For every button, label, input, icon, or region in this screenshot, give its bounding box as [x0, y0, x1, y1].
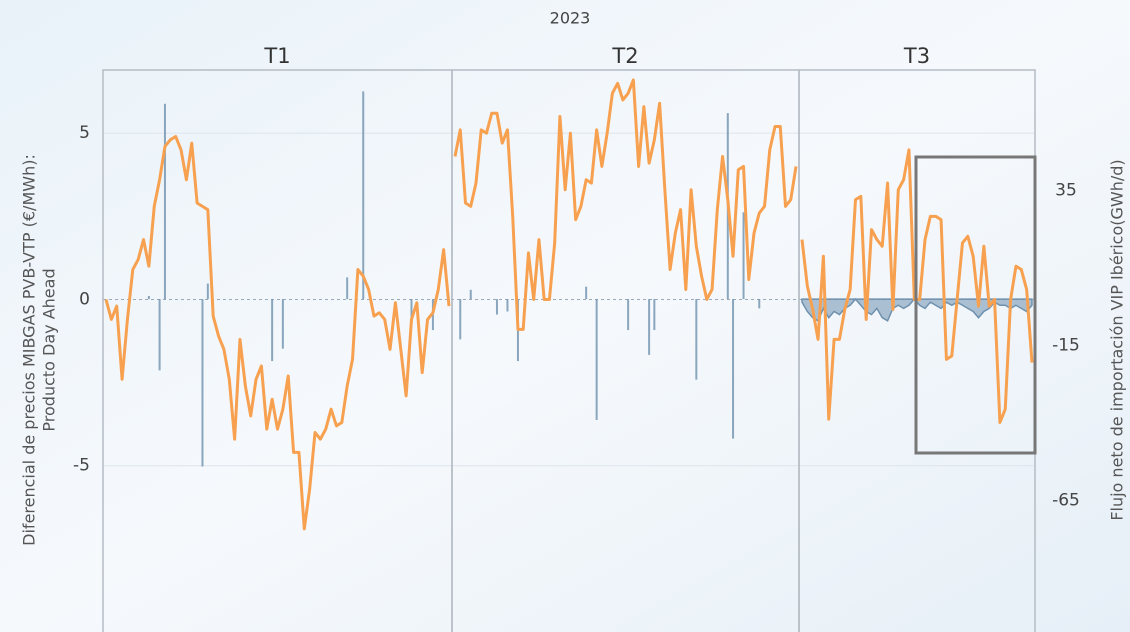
- panel-label: T3: [903, 44, 930, 68]
- flow-bar: [742, 212, 745, 300]
- price-line: [104, 135, 451, 531]
- panel-label: T2: [611, 44, 638, 68]
- flow-bar: [695, 299, 698, 380]
- flow-bar: [281, 299, 284, 349]
- y-axis-label: Producto Day Ahead: [40, 268, 59, 431]
- flow-bar: [585, 286, 588, 300]
- y-tick-label: -5: [73, 456, 90, 476]
- price-line: [453, 78, 798, 331]
- flow-bar: [459, 299, 462, 340]
- flow-bar: [469, 289, 472, 300]
- y-tick-label: 0: [79, 289, 90, 309]
- y-tick-label: 5: [79, 123, 90, 143]
- chart-title: 2023: [550, 9, 591, 28]
- flow-area: [801, 297, 1033, 322]
- flow-bar: [271, 299, 274, 362]
- flow-bar: [163, 103, 166, 300]
- y2-axis-label: Flujo neto de importación VIP Ibérico(GW…: [1108, 159, 1127, 520]
- flow-bar: [410, 299, 413, 324]
- flow-bar: [201, 299, 204, 467]
- y2-tick-label: 35: [1055, 181, 1077, 201]
- y2-tick-label: -65: [1052, 491, 1080, 511]
- y-axis-label: Diferencial de precios MIBGAS PVB-VTP (€…: [20, 154, 39, 546]
- flow-bar: [206, 283, 209, 300]
- highlight-box: [914, 155, 1037, 455]
- flow-bar: [758, 299, 761, 309]
- flow-bar: [627, 299, 630, 331]
- flow-bar: [732, 299, 735, 439]
- y2-tick-label: -15: [1052, 336, 1080, 356]
- panel-label: T1: [263, 44, 290, 68]
- flow-bar: [506, 299, 509, 312]
- flow-bar: [495, 299, 498, 315]
- flow-bar: [648, 299, 651, 355]
- flow-bar: [147, 295, 150, 300]
- flow-bar: [595, 299, 598, 420]
- flow-bar: [158, 299, 161, 371]
- flow-bar: [653, 299, 656, 331]
- flow-bar: [362, 91, 365, 300]
- plot-area: 5 0 -5 35 -15 -65 T1 T2 T3: [73, 44, 1080, 632]
- flow-bar: [346, 277, 349, 300]
